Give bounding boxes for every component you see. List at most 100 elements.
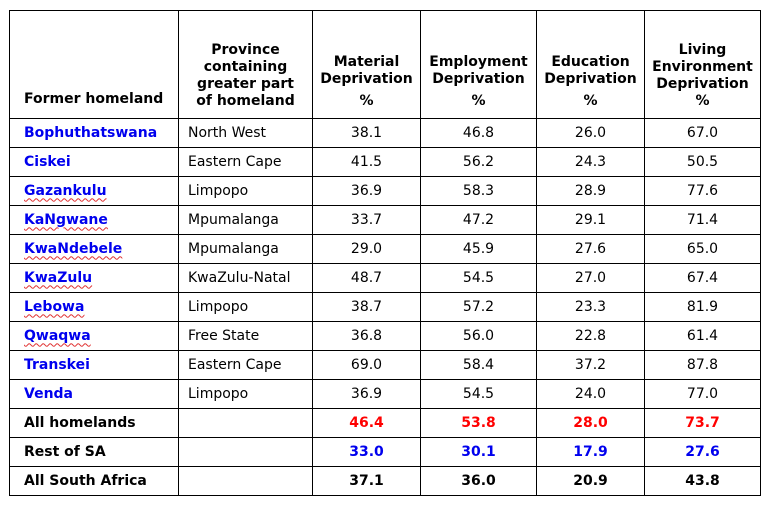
education-value: 28.0 (536, 408, 645, 438)
province-cell: Limpopo (178, 379, 313, 409)
header-material-line-1: Material (333, 54, 400, 70)
header-living-line-2: Environment (652, 59, 753, 75)
material-value: 29.0 (312, 234, 421, 264)
province-cell: Limpopo (178, 292, 313, 322)
material-value: 69.0 (312, 350, 421, 380)
header-education-unit: % (583, 93, 598, 109)
education-value: 20.9 (536, 466, 645, 496)
summary-label: All homelands (9, 408, 179, 438)
material-value: 36.9 (312, 176, 421, 206)
province-cell-empty (178, 408, 313, 438)
homeland-name: Qwaqwa (9, 321, 179, 351)
header-former-homeland-label: Former homeland (24, 91, 164, 107)
province-cell-empty (178, 437, 313, 467)
material-value: 41.5 (312, 147, 421, 177)
employment-value: 47.2 (420, 205, 537, 235)
header-living-line-1: Living (678, 42, 727, 58)
header-province-line-3: greater part (197, 76, 294, 92)
living-value: 81.9 (644, 292, 761, 322)
summary-label: All South Africa (9, 466, 179, 496)
material-value: 37.1 (312, 466, 421, 496)
summary-row-all-south-africa: All South Africa 37.1 36.0 20.9 43.8 (9, 466, 761, 496)
material-value: 38.7 (312, 292, 421, 322)
education-value: 37.2 (536, 350, 645, 380)
education-value: 26.0 (536, 118, 645, 148)
header-employment-unit: % (471, 93, 486, 109)
table-row: Lebowa Limpopo 38.7 57.2 23.3 81.9 (9, 292, 761, 322)
header-education-line-1: Education (551, 54, 630, 70)
material-value: 36.8 (312, 321, 421, 351)
table-row: Venda Limpopo 36.9 54.5 24.0 77.0 (9, 379, 761, 409)
education-value: 23.3 (536, 292, 645, 322)
summary-row-rest-of-sa: Rest of SA 33.0 30.1 17.9 27.6 (9, 437, 761, 467)
living-value: 65.0 (644, 234, 761, 264)
homeland-name: Venda (9, 379, 179, 409)
living-value: 27.6 (644, 437, 761, 467)
material-value: 46.4 (312, 408, 421, 438)
education-value: 17.9 (536, 437, 645, 467)
province-cell: Eastern Cape (178, 147, 313, 177)
education-value: 22.8 (536, 321, 645, 351)
living-value: 77.0 (644, 379, 761, 409)
table-row: KwaNdebele Mpumalanga 29.0 45.9 27.6 65.… (9, 234, 761, 264)
table-row: Gazankulu Limpopo 36.9 58.3 28.9 77.6 (9, 176, 761, 206)
homeland-name: Lebowa (9, 292, 179, 322)
education-value: 24.3 (536, 147, 645, 177)
province-cell: Limpopo (178, 176, 313, 206)
employment-value: 46.8 (420, 118, 537, 148)
header-material-unit: % (359, 93, 374, 109)
deprivation-table: Former homeland Province containing grea… (9, 10, 761, 496)
homeland-name: Ciskei (9, 147, 179, 177)
employment-value: 30.1 (420, 437, 537, 467)
province-cell: Mpumalanga (178, 205, 313, 235)
employment-value: 54.5 (420, 263, 537, 293)
header-material: Material Deprivation % (312, 10, 421, 119)
header-living-unit: % (695, 93, 710, 109)
employment-value: 45.9 (420, 234, 537, 264)
employment-value: 56.2 (420, 147, 537, 177)
header-employment-line-1: Employment (429, 54, 528, 70)
employment-value: 36.0 (420, 466, 537, 496)
header-living-line-3: Deprivation (656, 76, 749, 92)
material-value: 48.7 (312, 263, 421, 293)
education-value: 24.0 (536, 379, 645, 409)
summary-row-all-homelands: All homelands 46.4 53.8 28.0 73.7 (9, 408, 761, 438)
material-value: 33.0 (312, 437, 421, 467)
material-value: 33.7 (312, 205, 421, 235)
table-row: Bophuthatswana North West 38.1 46.8 26.0… (9, 118, 761, 148)
header-province-line-2: containing (203, 59, 288, 75)
living-value: 67.4 (644, 263, 761, 293)
homeland-name: Transkei (9, 350, 179, 380)
table-row: Transkei Eastern Cape 69.0 58.4 37.2 87.… (9, 350, 761, 380)
header-row: Former homeland Province containing grea… (9, 10, 761, 119)
header-province-line-1: Province (211, 42, 280, 58)
province-cell: Free State (178, 321, 313, 351)
living-value: 50.5 (644, 147, 761, 177)
living-value: 61.4 (644, 321, 761, 351)
employment-value: 56.0 (420, 321, 537, 351)
homeland-name: KaNgwane (9, 205, 179, 235)
employment-value: 57.2 (420, 292, 537, 322)
education-value: 28.9 (536, 176, 645, 206)
living-value: 77.6 (644, 176, 761, 206)
header-former-homeland: Former homeland (9, 10, 179, 119)
homeland-name: Gazankulu (9, 176, 179, 206)
table-row: Qwaqwa Free State 36.8 56.0 22.8 61.4 (9, 321, 761, 351)
homeland-name: KwaNdebele (9, 234, 179, 264)
header-province: Province containing greater part of home… (178, 10, 313, 119)
header-employment-line-2: Deprivation (432, 71, 525, 87)
table-row: KaNgwane Mpumalanga 33.7 47.2 29.1 71.4 (9, 205, 761, 235)
province-cell: Mpumalanga (178, 234, 313, 264)
province-cell: KwaZulu-Natal (178, 263, 313, 293)
table-row: Ciskei Eastern Cape 41.5 56.2 24.3 50.5 (9, 147, 761, 177)
province-cell: Eastern Cape (178, 350, 313, 380)
header-employment: Employment Deprivation % (420, 10, 537, 119)
living-value: 73.7 (644, 408, 761, 438)
header-education-line-2: Deprivation (544, 71, 637, 87)
education-value: 27.6 (536, 234, 645, 264)
province-cell-empty (178, 466, 313, 496)
province-cell: North West (178, 118, 313, 148)
header-education: Education Deprivation % (536, 10, 645, 119)
employment-value: 58.4 (420, 350, 537, 380)
material-value: 36.9 (312, 379, 421, 409)
